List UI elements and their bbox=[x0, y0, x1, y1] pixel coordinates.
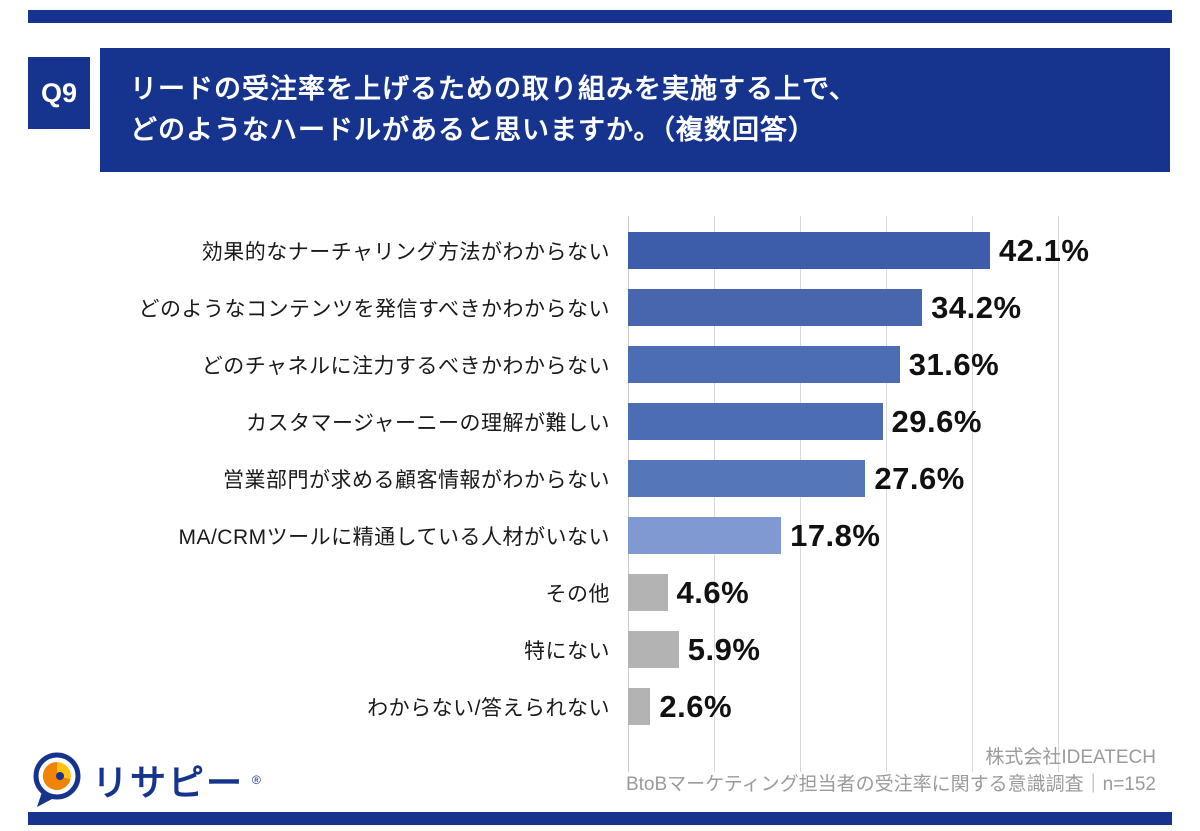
category-label: カスタマージャーニーの理解が難しい bbox=[245, 411, 610, 435]
bar bbox=[628, 232, 991, 269]
value-label: 34.2% bbox=[931, 289, 1022, 325]
category-label: わからない/答えられない bbox=[367, 696, 610, 720]
value-label: 17.8% bbox=[790, 517, 881, 553]
value-label: 5.9% bbox=[687, 631, 761, 667]
bar bbox=[628, 346, 900, 383]
value-label: 29.6% bbox=[891, 403, 982, 439]
risapi-logo-icon bbox=[33, 752, 81, 807]
gridline bbox=[972, 216, 973, 772]
bar bbox=[628, 688, 651, 725]
chart-row: どのようなコンテンツを発信すべきかわからない 34.2% bbox=[0, 279, 1200, 336]
gridline bbox=[1058, 216, 1059, 772]
question-number-badge: Q9 bbox=[28, 57, 90, 129]
bar bbox=[628, 403, 883, 440]
chart-row: わからない/答えられない 2.6% bbox=[0, 678, 1200, 735]
bar-area: 42.1% bbox=[628, 222, 1200, 279]
top-border-strip bbox=[28, 10, 1172, 23]
question-number: Q9 bbox=[40, 77, 78, 108]
bottom-border-strip bbox=[28, 812, 1172, 825]
risapi-logo-registered-mark: ® bbox=[252, 773, 261, 787]
risapi-logo: リサピー ® bbox=[30, 750, 261, 810]
chart-row: MA/CRMツールに精通している人材がいない 17.8% bbox=[0, 507, 1200, 564]
credit-company: 株式会社IDEATECH bbox=[985, 747, 1156, 768]
bar-area: 4.6% bbox=[628, 564, 1200, 621]
chart-row: カスタマージャーニーの理解が難しい 29.6% bbox=[0, 393, 1200, 450]
bar-area: 27.6% bbox=[628, 450, 1200, 507]
question-title-line1: リードの受注率を上げるための取り組みを実施する上で、 bbox=[130, 74, 857, 104]
bar bbox=[628, 574, 668, 611]
credit-survey-name: BtoBマーケティング担当者の受注率に関する意識調査｜n=152 bbox=[625, 774, 1156, 795]
survey-credit: 株式会社IDEATECH BtoBマーケティング担当者の受注率に関する意識調査｜… bbox=[626, 744, 1156, 798]
value-label: 31.6% bbox=[908, 346, 1000, 382]
category-label: 効果的なナーチャリング方法がわからない bbox=[201, 240, 610, 264]
bar-area: 34.2% bbox=[628, 279, 1200, 336]
category-label: どのチャネルに注力するべきかわからない bbox=[201, 354, 610, 378]
category-label: 営業部門が求める顧客情報がわからない bbox=[223, 468, 610, 492]
bar-area: 2.6% bbox=[628, 678, 1200, 735]
bar bbox=[628, 289, 923, 326]
category-label: その他 bbox=[545, 582, 610, 606]
value-label: 4.6% bbox=[676, 574, 750, 610]
risapi-logo-text: リサピー bbox=[92, 762, 245, 803]
horizontal-bar-chart: 効果的なナーチャリング方法がわからない 42.1% どのようなコンテンツを発信すべき… bbox=[0, 216, 1200, 776]
bar bbox=[628, 631, 679, 668]
chart-row: 効果的なナーチャリング方法がわからない 42.1% bbox=[0, 222, 1200, 279]
category-label: MA/CRMツールに精通している人材がいない bbox=[178, 525, 610, 549]
question-title-banner: リードの受注率を上げるための取り組みを実施する上で、 どのようなハードルがあると… bbox=[100, 48, 1170, 173]
chart-row: 営業部門が求める顧客情報がわからない 27.6% bbox=[0, 450, 1200, 507]
chart-row: どのチャネルに注力するべきかわからない 31.6% bbox=[0, 336, 1200, 393]
chart-row: 特にない 5.9% bbox=[0, 621, 1200, 678]
bar-area: 5.9% bbox=[628, 621, 1200, 678]
bar bbox=[628, 517, 782, 554]
question-header: Q9 リードの受注率を上げるための取り組みを実施する上で、 どのようなハードルが… bbox=[28, 48, 1170, 173]
value-label: 2.6% bbox=[659, 688, 733, 724]
bar bbox=[628, 460, 866, 497]
gridline bbox=[886, 216, 887, 772]
value-label: 42.1% bbox=[999, 232, 1090, 268]
chart-row: その他 4.6% bbox=[0, 564, 1200, 621]
value-label: 27.6% bbox=[874, 460, 965, 496]
category-label: どのようなコンテンツを発信すべきかわからない bbox=[138, 297, 610, 321]
bar-area: 29.6% bbox=[628, 393, 1200, 450]
question-title-line2: どのようなハードルがあると思いますか。（複数回答） bbox=[130, 115, 816, 146]
chart-rows: 効果的なナーチャリング方法がわからない 42.1% どのようなコンテンツを発信すべき… bbox=[0, 216, 1200, 735]
category-label: 特にない bbox=[524, 639, 610, 663]
bar-area: 17.8% bbox=[628, 507, 1200, 564]
bar-area: 31.6% bbox=[628, 336, 1200, 393]
